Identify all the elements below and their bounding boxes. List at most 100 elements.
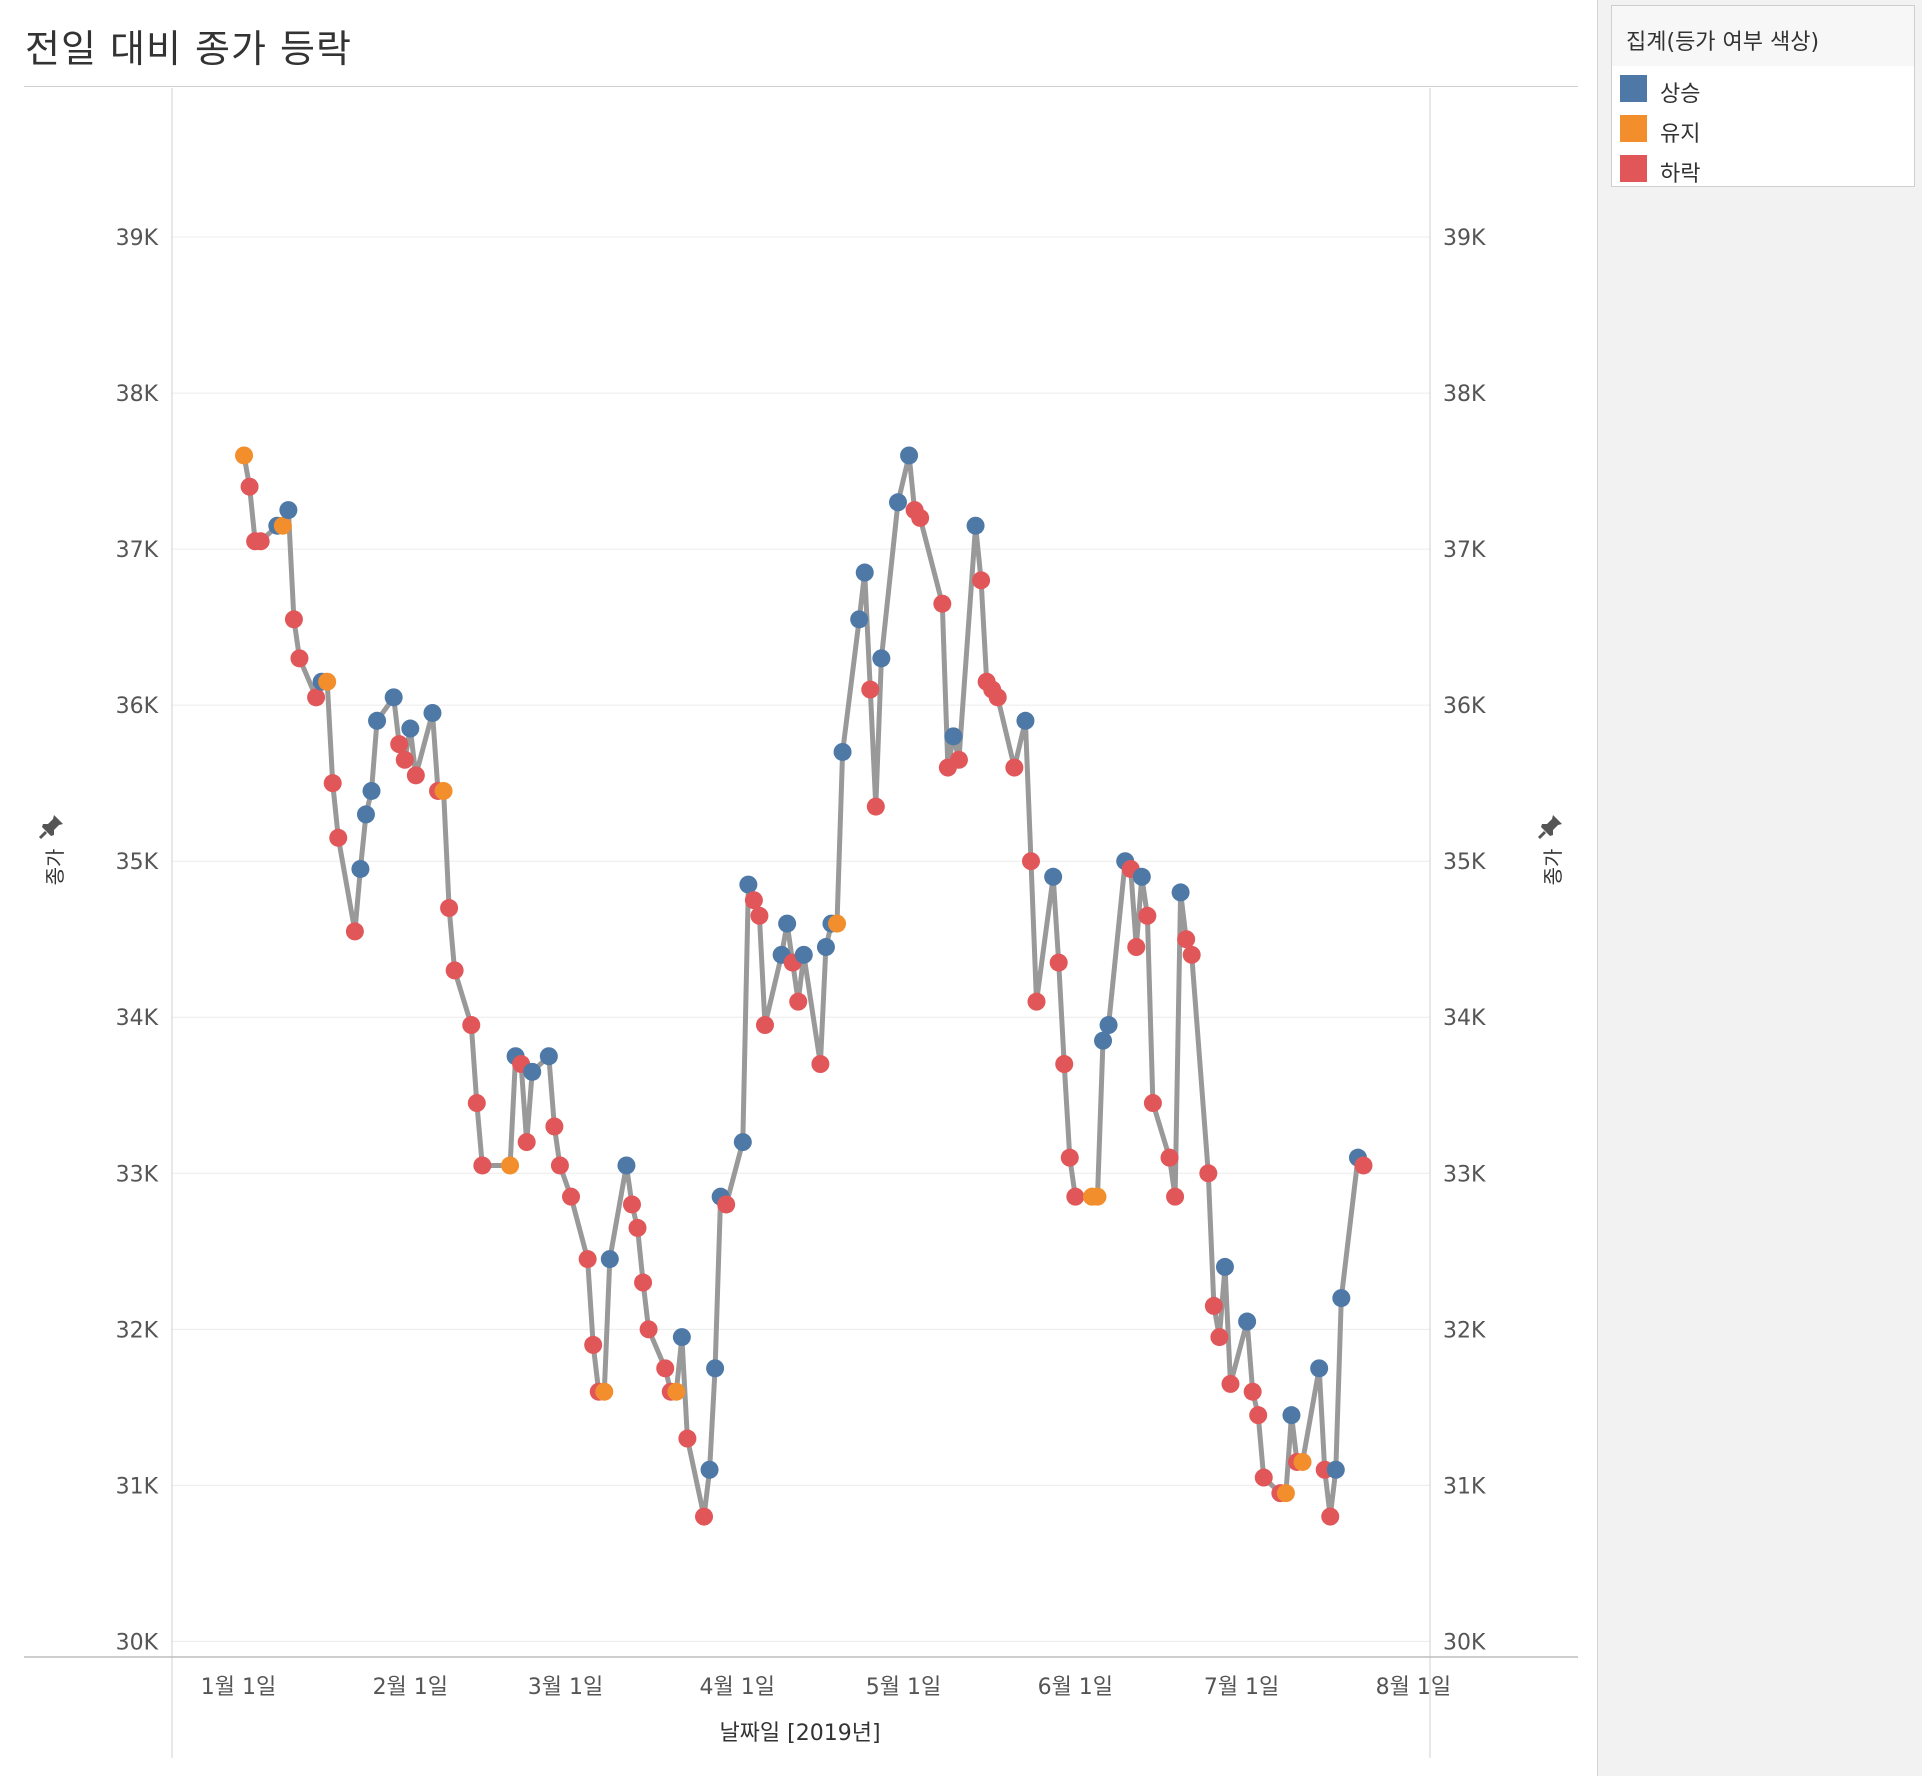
data-point [1160, 1148, 1179, 1167]
data-point [816, 938, 835, 957]
data-point [1210, 1328, 1229, 1347]
data-point [1293, 1452, 1312, 1471]
x-axis-title: 날짜일 [2019년] [719, 1721, 881, 1746]
data-point [944, 727, 963, 746]
y2-tick-label: 32K [1443, 1318, 1486, 1343]
data-point [307, 688, 326, 707]
data-point [888, 493, 907, 512]
data-point [861, 680, 880, 699]
data-point [628, 1218, 647, 1237]
y-tick-label: 34K [116, 1006, 159, 1031]
data-point [1094, 1031, 1113, 1050]
data-point [811, 1055, 830, 1074]
data-point [828, 914, 847, 933]
data-point [1199, 1164, 1218, 1183]
x-tick-label: 3월 1일 [528, 1675, 603, 1700]
data-point [850, 610, 869, 629]
data-point [1143, 1094, 1162, 1113]
data-point [368, 711, 387, 730]
chart-canvas[interactable]: 39K 38K 37K 36K 35K 34K 33K 32K 31K 30K 39K 38K 37K… [0, 0, 1598, 1776]
x-axis: 1월 1일 2월 1일 3월 1일 4월 1일 5월 1일 6월 1일 7월 1일 8월 1일 [201, 1675, 1451, 1700]
legend-item-up[interactable]: 상승 [1620, 74, 1900, 107]
data-point [290, 649, 309, 668]
data-point [1354, 1156, 1373, 1175]
data-point [1021, 852, 1040, 871]
data-point [1254, 1468, 1273, 1487]
chart-title: 전일 대비 종가 등락 [25, 27, 352, 71]
data-point [866, 797, 885, 816]
legend-item-down[interactable]: 하락 [1620, 154, 1900, 187]
data-point [600, 1250, 619, 1269]
data-point [933, 594, 952, 613]
data-point [1027, 992, 1046, 1011]
data-point [401, 719, 420, 738]
pin-icon-right[interactable] [1535, 812, 1565, 842]
data-point [988, 688, 1007, 707]
x-tick-label: 2월 1일 [373, 1675, 448, 1700]
data-point [1182, 945, 1201, 964]
data-point [634, 1273, 653, 1292]
data-point [706, 1359, 725, 1378]
data-point [617, 1156, 636, 1175]
data-point [1332, 1289, 1351, 1308]
data-point [329, 828, 348, 847]
y-tick-label: 37K [116, 538, 159, 563]
data-point [911, 508, 930, 527]
legend-swatch-up [1620, 75, 1647, 102]
close-price-line [241, 453, 1366, 1520]
data-point [1005, 758, 1024, 777]
data-point [667, 1382, 686, 1401]
data-point [1044, 867, 1063, 886]
legend-title: 집계(등가 여부 색상) [1626, 30, 1820, 55]
data-point [395, 750, 414, 769]
data-point [362, 781, 381, 800]
legend-item-flat[interactable]: 유지 [1620, 114, 1900, 147]
data-point [744, 891, 763, 910]
x-tick-label: 7월 1일 [1204, 1675, 1279, 1700]
y-tick-label: 36K [116, 694, 159, 719]
legend-label-up: 상승 [1660, 82, 1701, 107]
data-point [240, 477, 259, 496]
data-point [739, 875, 758, 894]
data-point [1321, 1507, 1340, 1526]
data-point [1049, 953, 1068, 972]
data-point [855, 563, 874, 582]
title-divider [24, 86, 1578, 87]
data-point [473, 1156, 492, 1175]
legend-swatch-flat [1620, 115, 1647, 142]
y2-tick-label: 34K [1443, 1006, 1486, 1031]
data-point [384, 688, 403, 707]
data-point [872, 649, 891, 668]
data-point [523, 1062, 542, 1081]
data-point [678, 1429, 697, 1448]
legend-swatch-down [1620, 155, 1647, 182]
data-point [517, 1133, 536, 1152]
y-tick-label: 33K [116, 1162, 159, 1187]
chart-frame [24, 88, 1578, 1758]
pin-icon[interactable] [36, 812, 66, 842]
y-axis-title-left: 종가 [43, 848, 67, 886]
data-point [1243, 1382, 1262, 1401]
color-legend[interactable]: 집계(등가 여부 색상) 상승 유지 하락 [1611, 5, 1915, 187]
data-point [351, 859, 370, 878]
data-point [539, 1047, 558, 1066]
data-point [595, 1382, 614, 1401]
legend-header [1612, 6, 1914, 66]
data-point [1276, 1484, 1295, 1503]
y2-tick-label: 36K [1443, 694, 1486, 719]
data-point [550, 1156, 569, 1175]
y-tick-label: 31K [116, 1474, 159, 1499]
x-tick-label: 6월 1일 [1038, 1675, 1113, 1700]
data-point [562, 1187, 581, 1206]
data-point [700, 1460, 719, 1479]
y2-tick-label: 37K [1443, 538, 1486, 563]
data-point [406, 766, 425, 785]
data-point [235, 446, 254, 465]
y2-tick-label: 35K [1443, 850, 1486, 875]
data-point [656, 1359, 675, 1378]
data-point [622, 1195, 641, 1214]
data-point [949, 750, 968, 769]
data-point [717, 1195, 736, 1214]
data-point [251, 532, 270, 551]
y-axis-title-right: 종가 [1541, 848, 1565, 886]
